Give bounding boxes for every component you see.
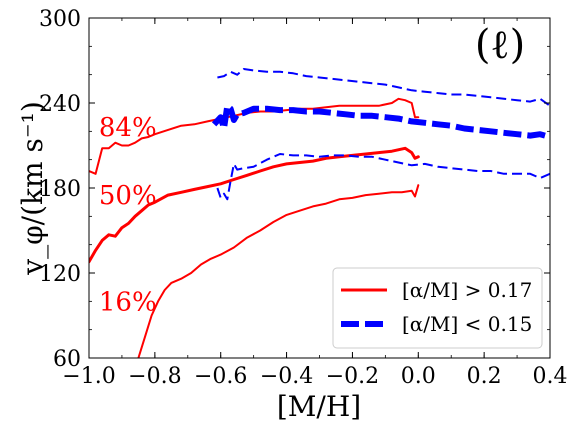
y-tick-label-0: 60	[53, 347, 81, 372]
x-tick-label-2: −0.6	[194, 364, 247, 389]
x-tick-label-0: −1.0	[62, 364, 115, 389]
x-tick-label-6: 0.2	[467, 364, 502, 389]
y-tick-label-3: 240	[39, 92, 81, 117]
series-line-2	[89, 97, 420, 175]
legend-box	[332, 267, 543, 349]
x-tick-label-5: 0.0	[401, 364, 436, 389]
legend: [α/M] > 0.17 [α/M] < 0.15	[332, 267, 543, 349]
x-tick-label-3: −0.4	[260, 364, 313, 389]
legend-label-solid: [α/M] > 0.17	[402, 278, 532, 302]
legend-label-dashed: [α/M] < 0.15	[402, 312, 532, 336]
percentile-label-2: 16%	[99, 287, 157, 317]
percentile-labels: 84% 50% 16%	[99, 113, 157, 317]
percentile-label-0: 84%	[99, 113, 157, 143]
series-line-4	[211, 102, 550, 140]
x-tick-label-1: −0.8	[128, 364, 181, 389]
series-line-5	[217, 68, 550, 107]
y-tick-label-1: 120	[39, 262, 81, 287]
series-line-1	[89, 146, 420, 264]
series-line-0	[137, 184, 420, 358]
axis-ticks: −1.0 −0.8 −0.6 −0.4 −0.2 0.0 0.2 0.4 60 120 180 240…	[39, 7, 568, 389]
y-axis-label: v_φ/(km s⁻¹)	[16, 101, 49, 276]
x-tick-label-4: −0.2	[326, 364, 379, 389]
series-line-3	[216, 153, 550, 201]
y-tick-label-4: 300	[39, 7, 81, 32]
percentile-label-1: 50%	[99, 181, 157, 211]
series-layer	[89, 68, 550, 358]
panel-label: (ℓ)	[475, 22, 525, 68]
x-tick-label-7: 0.4	[533, 364, 568, 389]
x-axis-label: [M/H]	[277, 390, 361, 423]
y-tick-label-2: 180	[39, 177, 81, 202]
